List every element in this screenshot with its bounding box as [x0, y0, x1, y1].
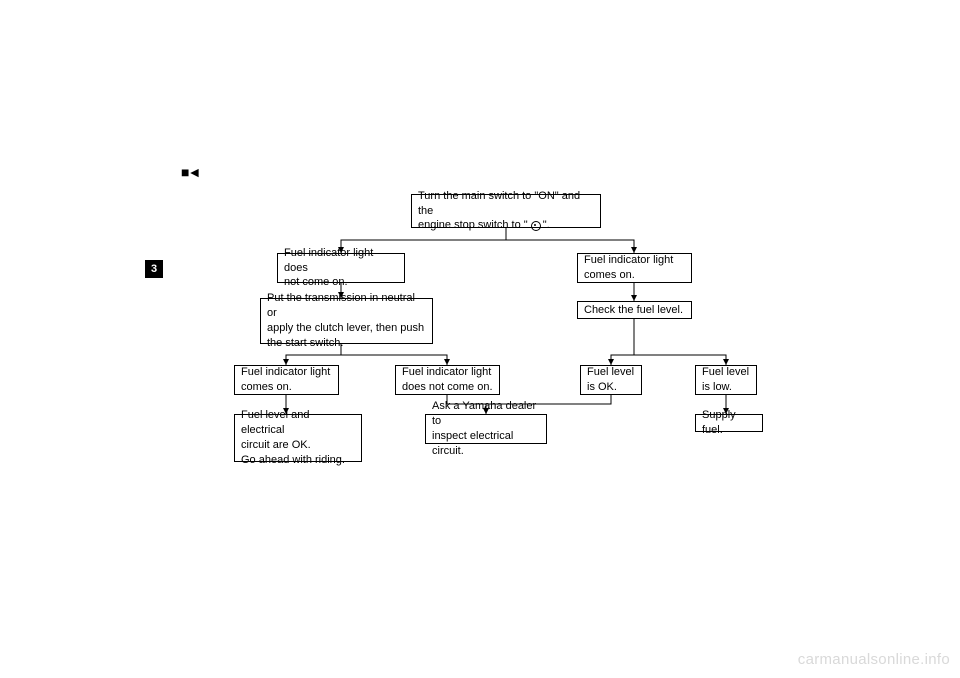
header-icon: ■◄ — [181, 164, 199, 180]
step-turn-main-switch-on: Turn the main switch to "ON" and the eng… — [411, 194, 601, 228]
branch-light-comes-on-2: Fuel indicator light comes on. — [234, 365, 339, 395]
page-number-tab: 3 — [145, 260, 163, 278]
branch-fuel-level-ok: Fuel level is OK. — [580, 365, 642, 395]
step-neutral-clutch-start: Put the transmission in neutral or apply… — [260, 298, 433, 344]
run-position-icon — [531, 221, 540, 230]
outcome-inspect-circuit: Ask a Yamaha dealer to inspect electrica… — [425, 414, 547, 444]
step-check-fuel-level: Check the fuel level. — [577, 301, 692, 319]
outcome-circuit-ok: Fuel level and electrical circuit are OK… — [234, 414, 362, 462]
branch-light-does-not-come-on-2: Fuel indicator light does not come on. — [395, 365, 500, 395]
branch-light-does-not-come-on: Fuel indicator light does not come on. — [277, 253, 405, 283]
watermark: carmanualsonline.info — [798, 651, 950, 668]
flowchart-connectors — [0, 0, 960, 678]
branch-fuel-level-low: Fuel level is low. — [695, 365, 757, 395]
branch-light-comes-on: Fuel indicator light comes on. — [577, 253, 692, 283]
outcome-supply-fuel: Supply fuel. — [695, 414, 763, 432]
